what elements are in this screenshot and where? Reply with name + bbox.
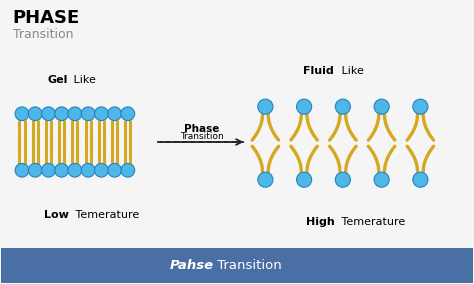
Circle shape [81,107,95,121]
Text: Gel: Gel [47,76,68,85]
Circle shape [42,107,55,121]
Circle shape [374,172,389,187]
Circle shape [42,163,55,177]
Circle shape [68,163,82,177]
Text: Transition: Transition [213,259,282,272]
Circle shape [121,163,135,177]
Text: Like: Like [338,66,364,76]
Circle shape [297,172,312,187]
Circle shape [94,107,108,121]
Text: Pahse: Pahse [169,259,213,272]
Circle shape [108,163,121,177]
Circle shape [55,163,69,177]
Text: Low: Low [45,210,69,220]
Circle shape [297,99,312,114]
Text: Transition: Transition [12,28,73,41]
FancyBboxPatch shape [0,248,474,283]
Circle shape [374,99,389,114]
Circle shape [15,163,29,177]
Text: PHASE: PHASE [12,9,80,27]
Circle shape [335,99,350,114]
Circle shape [413,172,428,187]
Text: Transition: Transition [180,131,223,141]
Circle shape [413,99,428,114]
Circle shape [108,107,121,121]
Text: Temerature: Temerature [338,217,405,227]
Circle shape [335,172,350,187]
Circle shape [94,163,108,177]
Circle shape [28,107,42,121]
Text: Fluid: Fluid [303,66,333,76]
Text: Temerature: Temerature [72,210,139,220]
Circle shape [121,107,135,121]
Circle shape [258,99,273,114]
Text: Like: Like [70,76,96,85]
Circle shape [81,163,95,177]
Circle shape [15,107,29,121]
Text: High: High [306,217,334,227]
Circle shape [68,107,82,121]
Circle shape [258,172,273,187]
Circle shape [28,163,42,177]
Circle shape [55,107,69,121]
Text: Phase: Phase [184,124,219,133]
